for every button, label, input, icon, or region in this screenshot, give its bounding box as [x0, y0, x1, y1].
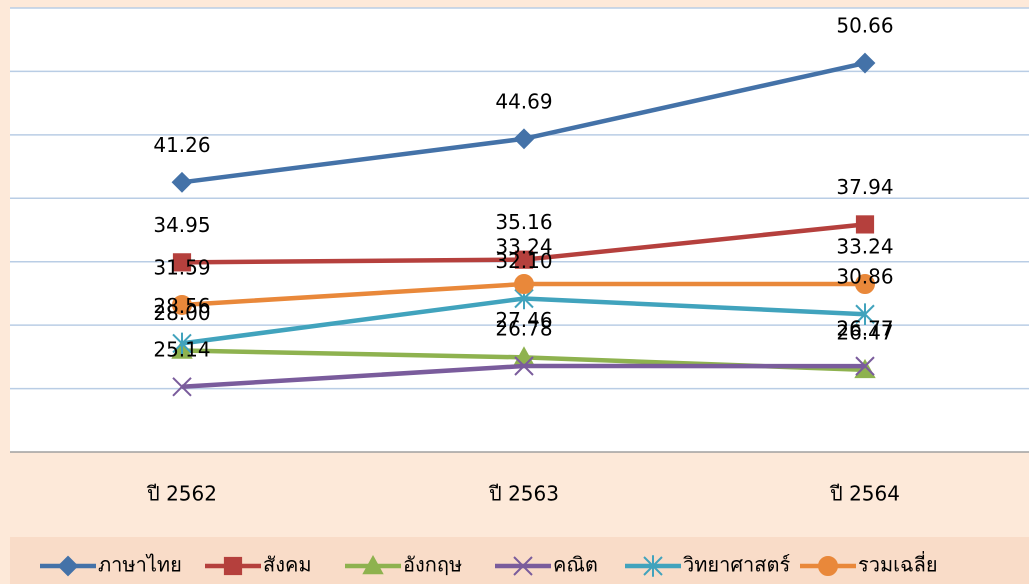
- marker: [855, 215, 875, 234]
- marker: [171, 171, 193, 193]
- data-label: 44.69: [495, 89, 552, 113]
- legend-marker: [818, 556, 838, 576]
- data-label: 41.26: [153, 133, 210, 157]
- data-label: 27.46: [495, 308, 552, 332]
- marker: [513, 128, 535, 150]
- data-label: 50.66: [836, 14, 893, 38]
- legend-label: สังคม: [263, 553, 312, 577]
- marker: [172, 377, 192, 397]
- data-label: 34.95: [153, 213, 210, 237]
- marker: [854, 52, 876, 74]
- data-label: 32.10: [495, 249, 552, 273]
- marker: [514, 356, 534, 376]
- data-label: 28.56: [153, 294, 210, 318]
- marker: [172, 332, 192, 355]
- data-label: 28.00: [153, 301, 210, 325]
- marker: [514, 250, 534, 269]
- x-tick-label: ปี 2563: [489, 482, 559, 506]
- data-label: 30.86: [836, 265, 893, 289]
- marker: [854, 358, 876, 379]
- data-label: 35.16: [495, 210, 552, 234]
- x-tick-label: ปี 2562: [147, 482, 217, 506]
- legend-marker: [643, 555, 663, 577]
- data-label: 26.47: [836, 320, 893, 344]
- data-label: 31.59: [153, 255, 210, 279]
- legend-label: คณิต: [553, 553, 598, 577]
- x-tick-label: ปี 2564: [830, 482, 900, 506]
- legend-label: รวมเฉลี่ย: [858, 551, 938, 577]
- marker: [855, 303, 875, 326]
- marker: [855, 356, 875, 376]
- data-label: 26.77: [836, 317, 893, 341]
- legend-marker: [362, 554, 384, 575]
- data-label: 37.94: [836, 175, 893, 199]
- marker: [172, 253, 192, 272]
- legend-area: [10, 537, 1029, 584]
- legend-marker: [57, 555, 79, 577]
- legend-label: อังกฤษ: [403, 553, 462, 577]
- data-label: 33.24: [495, 235, 552, 259]
- marker: [172, 294, 192, 315]
- marker: [855, 274, 875, 295]
- legend-label: วิทยาศาสตร์: [683, 553, 790, 577]
- legend-label: ภาษาไทย: [98, 553, 182, 577]
- legend-marker: [223, 556, 243, 576]
- data-label: 25.14: [153, 337, 210, 361]
- marker: [514, 274, 534, 295]
- legend-marker: [513, 556, 533, 576]
- data-label: 33.24: [836, 235, 893, 259]
- data-label: 26.78: [495, 316, 552, 340]
